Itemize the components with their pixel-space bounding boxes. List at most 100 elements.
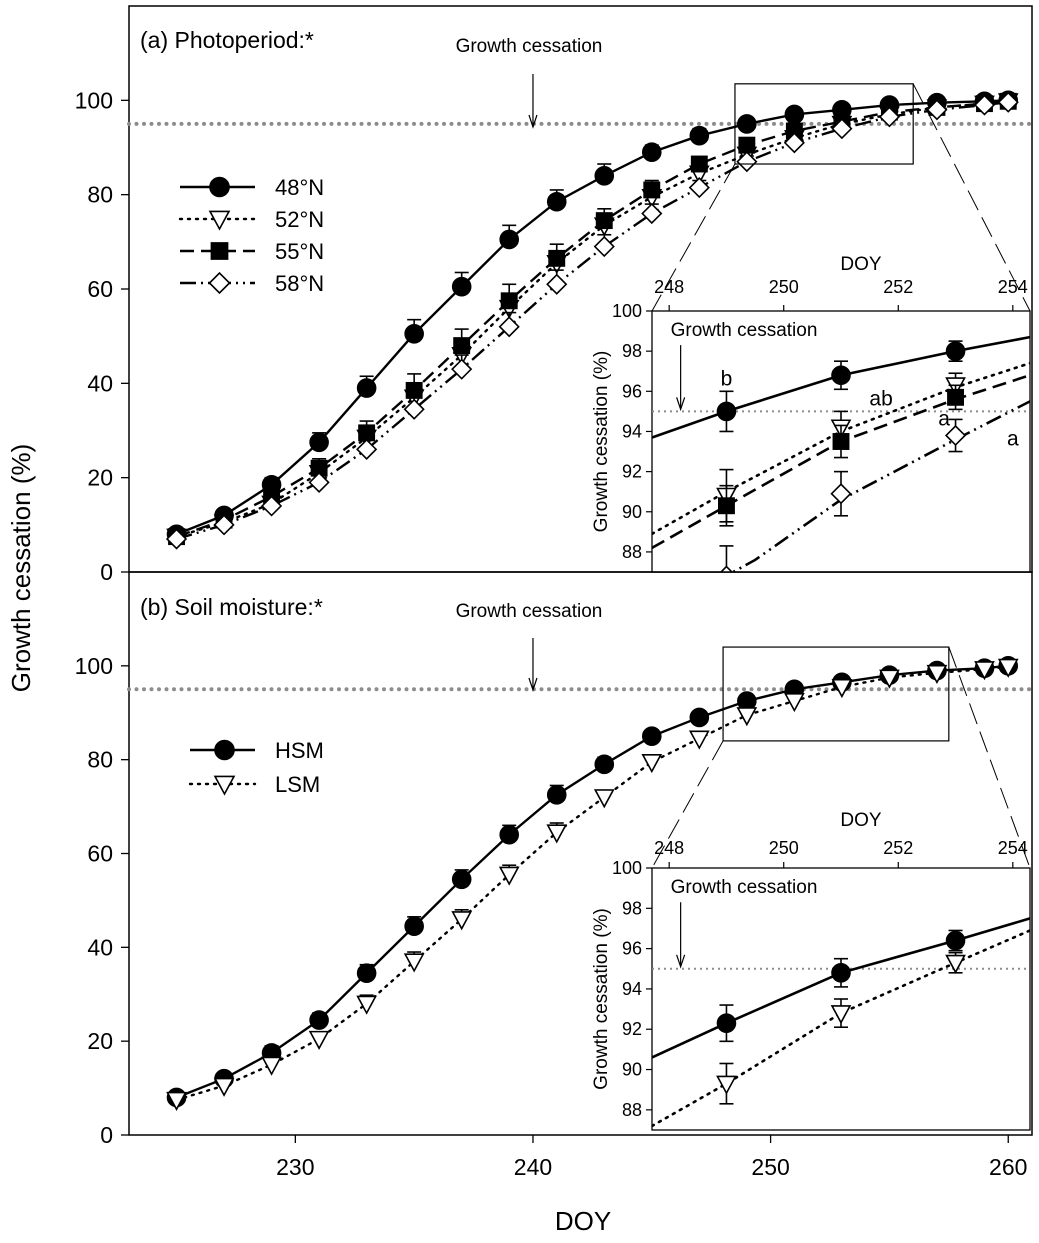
data-point — [783, 132, 805, 154]
data-point — [736, 151, 758, 173]
data-point — [404, 916, 424, 937]
inset-content — [652, 917, 1030, 1128]
data-point — [997, 658, 1019, 678]
inset-data-point — [944, 424, 967, 447]
inset-y-tick-label: 98 — [622, 898, 642, 918]
inset-plot: 88 90 92 94 96 98 100 248 250 252 254 DOY Growth ces… — [591, 810, 1031, 1131]
data-point — [260, 495, 283, 517]
significance-letter: ab — [869, 387, 892, 410]
data-point — [213, 1077, 235, 1097]
y-tick-label: 100 — [75, 653, 113, 679]
data-point — [594, 166, 615, 186]
y-tick-label: 100 — [75, 87, 113, 113]
inset-y-tick-label: 98 — [622, 341, 642, 361]
data-point — [595, 212, 613, 230]
x-tick-label: 240 — [514, 1154, 552, 1180]
data-point — [356, 438, 378, 460]
data-point — [546, 191, 567, 212]
data-point — [831, 118, 853, 140]
data-point — [261, 1056, 282, 1076]
inset-x-axis-label: DOY — [840, 254, 882, 275]
inset-y-tick-label: 96 — [622, 939, 642, 959]
data-point — [641, 142, 662, 163]
legend-marker — [213, 775, 236, 796]
inset-data-point — [831, 962, 851, 983]
data-point — [641, 726, 662, 747]
inset-y-tick-label: 96 — [622, 381, 642, 401]
significance-letter: a — [1007, 428, 1019, 451]
legend-entry: 52°N — [178, 207, 324, 232]
inset-x-axis-label: DOY — [840, 810, 882, 831]
data-point — [451, 869, 472, 890]
data-point — [499, 824, 520, 845]
legend-entry: 58°N — [180, 271, 324, 296]
y-tick-label: 80 — [87, 182, 113, 208]
data-point — [926, 664, 948, 685]
annotation-arrow-head — [528, 677, 538, 692]
inset-y-tick-label: 90 — [622, 502, 642, 522]
data-point — [878, 106, 901, 128]
data-point — [974, 661, 995, 681]
series-58°N — [165, 91, 1019, 550]
inset-annotation-label: Growth cessation — [671, 320, 818, 341]
data-point — [356, 963, 377, 983]
legend-entry: HSM — [190, 738, 324, 763]
inset-x-tick-label: 254 — [998, 838, 1028, 858]
panel-title: (a) Photoperiod:* — [140, 27, 314, 53]
inset-data-point — [947, 388, 964, 406]
zoom-connector — [948, 646, 1031, 869]
data-point — [973, 94, 996, 116]
inset-y-tick-label: 92 — [622, 462, 642, 482]
y-tick-label: 60 — [87, 276, 113, 302]
inset-x-tick-label: 252 — [883, 277, 913, 297]
inset-data-point — [718, 497, 735, 515]
data-point — [309, 432, 329, 453]
legend-marker — [209, 176, 230, 198]
legend-label: 55°N — [275, 239, 324, 264]
significance-letter: a — [938, 407, 950, 430]
inset-y-tick-label: 90 — [622, 1060, 642, 1080]
inset-data-point — [716, 1013, 737, 1033]
y-tick-label: 20 — [87, 465, 113, 491]
y-tick-label: 0 — [100, 1122, 113, 1148]
data-point — [997, 91, 1019, 113]
legend-label: HSM — [275, 738, 324, 763]
data-point — [784, 693, 805, 713]
inset-annotation-label: Growth cessation — [671, 877, 818, 898]
data-point — [593, 789, 615, 809]
inset-x-tick-label: 248 — [654, 277, 684, 297]
significance-letter: b — [721, 367, 733, 390]
panel-a-plot: 0 20 40 60 80 100 (a) Photoperiod:* Growth cess… — [75, 5, 1034, 585]
y-tick-label: 20 — [87, 1028, 113, 1054]
legend-label: 48°N — [275, 175, 324, 200]
data-point — [641, 202, 663, 225]
inset-data-point — [945, 930, 966, 951]
inset-y-tick-label: 92 — [622, 1019, 642, 1039]
inset-data-point — [719, 565, 734, 572]
data-point — [403, 398, 425, 420]
data-point — [405, 381, 423, 399]
inset-data-point — [716, 401, 737, 422]
inset-y-tick-label: 100 — [612, 858, 642, 878]
zoom-region-box — [722, 646, 950, 742]
data-point — [688, 730, 710, 750]
inset-data-point — [945, 954, 966, 974]
data-point — [358, 424, 376, 442]
legend-marker — [208, 271, 231, 295]
data-point — [213, 514, 235, 536]
legend-entry: 55°N — [180, 239, 324, 264]
data-point — [404, 324, 424, 344]
figure-y-axis-label: Growth cessation (%) — [6, 444, 36, 693]
y-tick-label: 40 — [87, 934, 113, 960]
zoom-region-box — [734, 83, 914, 165]
inset-data-point — [716, 1075, 737, 1095]
inset-x-tick-label: 252 — [883, 838, 913, 858]
inset-x-tick-label: 248 — [654, 838, 684, 858]
data-point — [451, 911, 473, 931]
inset-y-tick-label: 100 — [612, 301, 642, 321]
inset-y-axis-label: Growth cessation (%) — [591, 351, 612, 533]
inset-y-tick-label: 88 — [622, 542, 642, 562]
data-point — [736, 707, 758, 727]
data-point — [548, 249, 566, 267]
data-point — [356, 378, 377, 398]
